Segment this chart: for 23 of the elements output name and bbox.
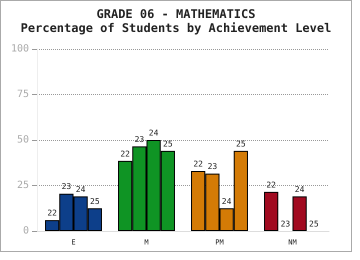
text: 23	[280, 220, 290, 228]
chart-subtitle: Percentage of Students by Achievement Level	[20, 21, 332, 35]
series-label: 23	[62, 182, 72, 192]
y-tick-label: 25	[16, 180, 29, 191]
text: 24	[148, 128, 158, 138]
text: 24	[294, 184, 304, 194]
text: 23	[208, 162, 218, 172]
series-label: 24	[76, 184, 86, 194]
series-label: 22	[47, 208, 58, 218]
y-tick-label: 100	[10, 44, 29, 54]
text: 22	[120, 149, 130, 158]
text: 25	[236, 139, 246, 148]
y-tick-label: 0	[22, 226, 29, 236]
text: 24	[222, 196, 232, 206]
text: 22	[193, 159, 203, 168]
series-label: 25	[90, 196, 100, 206]
text: 22	[266, 180, 276, 190]
text: 25	[163, 139, 173, 148]
chart-title: GRADE 06 - MATHEMATICS	[96, 7, 256, 21]
y-tick-label: 75	[16, 89, 29, 100]
text: 25	[309, 220, 319, 228]
y-tick-label: 50	[16, 134, 29, 146]
text: 23	[134, 134, 144, 144]
